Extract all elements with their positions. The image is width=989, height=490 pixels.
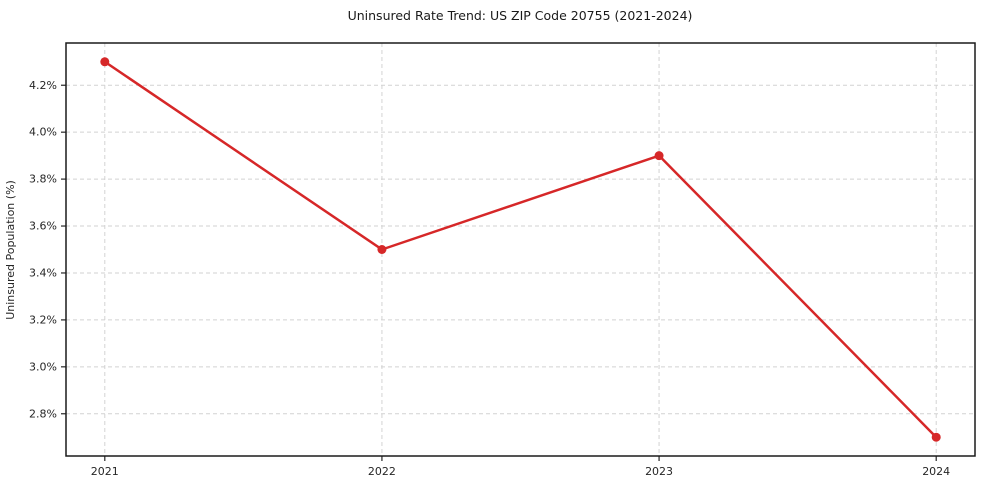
x-tick-label: 2021 <box>91 465 119 478</box>
y-axis-label: Uninsured Population (%) <box>4 180 17 320</box>
plot-border <box>65 42 976 457</box>
y-tick-label: 3.6% <box>29 220 57 233</box>
data-point <box>100 57 110 67</box>
data-point <box>931 432 941 442</box>
y-tick-label: 3.8% <box>29 173 57 186</box>
y-tick-label: 4.0% <box>29 126 57 139</box>
x-tick-label: 2023 <box>645 465 673 478</box>
y-tick-label: 3.2% <box>29 313 57 326</box>
x-tick-label: 2024 <box>922 465 950 478</box>
data-point <box>654 151 664 161</box>
data-line <box>103 60 938 439</box>
data-point <box>377 245 387 254</box>
y-tick-label: 4.2% <box>29 79 57 92</box>
x-tick-label: 2022 <box>368 465 396 478</box>
y-tick-label: 3.0% <box>29 360 57 373</box>
y-tick-label: 3.4% <box>29 266 57 279</box>
chart-title: Uninsured Rate Trend: US ZIP Code 20755 … <box>348 8 693 23</box>
y-tick-label: 2.8% <box>29 407 57 420</box>
